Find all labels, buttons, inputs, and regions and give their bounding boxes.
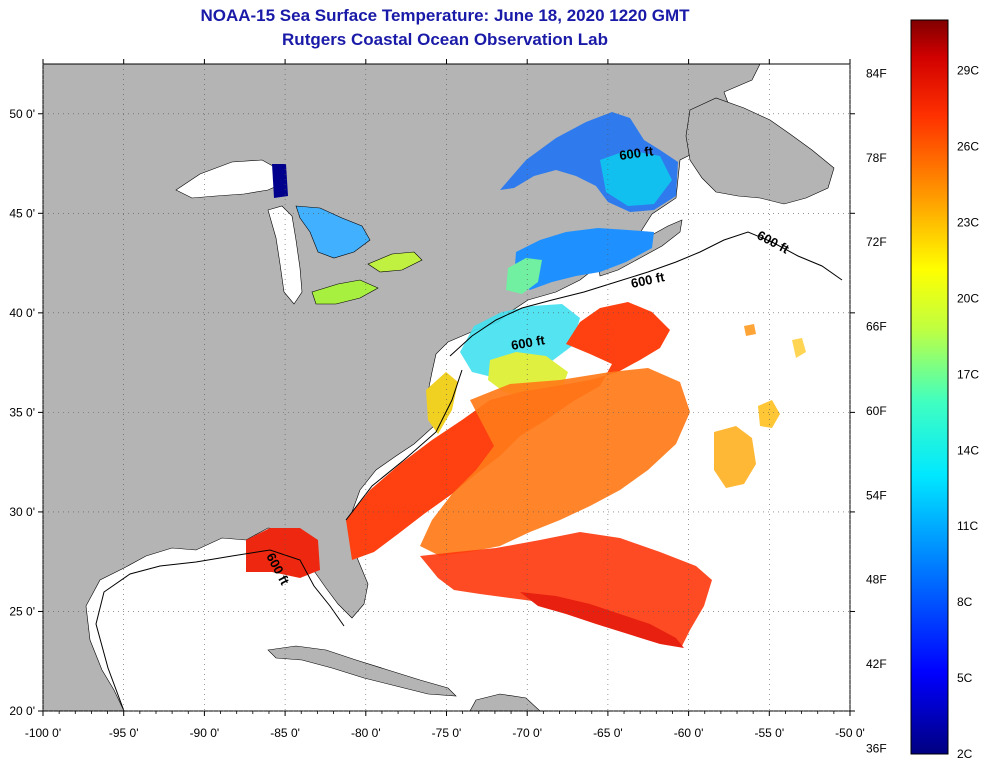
lon-tick-label: -100 0' — [25, 726, 61, 740]
lon-tick-label: -80 0' — [351, 726, 381, 740]
sst-gulf-of-mexico-patch — [246, 528, 320, 578]
colorbar-fahrenheit-labels: 84F 78F 72F 66F 60F 54F 48F 42F 36F — [866, 66, 887, 755]
isobath-label-3: 600 ft — [630, 269, 667, 291]
lat-tick-label: 50 0' — [9, 107, 35, 121]
sst-eastern-patch-1 — [714, 426, 756, 488]
colorbar-f-label: 54F — [866, 488, 887, 502]
colorbar-f-label: 48F — [866, 573, 887, 587]
lon-tick-label: -90 0' — [190, 726, 220, 740]
lon-tick-label: -65 0' — [593, 726, 623, 740]
land-cuba — [267, 645, 457, 697]
lat-tick-label: 25 0' — [9, 604, 35, 618]
sst-gulf-st-lawrence-center — [600, 150, 672, 206]
map-subtitle: Rutgers Coastal Ocean Observation Lab — [282, 30, 608, 49]
axis-ticks: -100 0' -95 0' -90 0' -85 0' -80 0' -75 0' -70… — [9, 59, 865, 740]
colorbar-celsius-labels: 29C 26C 23C 20C 17C 14C 11C 8C 5C 2C — [957, 64, 979, 761]
lon-tick-label: -95 0' — [109, 726, 139, 740]
isobath-contour-southeast — [345, 369, 463, 521]
isobath-contour-east — [449, 231, 843, 357]
lon-tick-label: -70 0' — [512, 726, 542, 740]
sst-eastern-patch-3 — [792, 338, 806, 358]
colorbar-f-label: 42F — [866, 657, 887, 671]
sst-warm-south-red — [520, 592, 684, 648]
lon-tick-label: -50 0' — [835, 726, 865, 740]
colorbar-c-label: 20C — [957, 291, 979, 305]
colorbar-c-label: 14C — [957, 443, 979, 457]
colorbar-f-label: 66F — [866, 320, 887, 334]
colorbar — [910, 19, 949, 755]
isobath-contour-gulf — [95, 549, 345, 711]
sst-sargasso-south — [420, 532, 712, 646]
sst-eastern-patch-4 — [744, 324, 756, 336]
lon-tick-label: -85 0' — [270, 726, 300, 740]
sst-gulf-of-maine — [514, 228, 654, 290]
lake-superior-east-sst — [272, 164, 288, 198]
sst-chesapeake-coast — [426, 372, 458, 434]
colorbar-c-label: 23C — [957, 215, 979, 229]
colorbar-f-label: 78F — [866, 151, 887, 165]
lon-tick-label: -75 0' — [432, 726, 462, 740]
sst-gulf-of-maine-coast — [506, 258, 542, 294]
colorbar-c-label: 17C — [957, 367, 979, 381]
colorbar-f-label: 60F — [866, 404, 887, 418]
colorbar-c-label: 5C — [957, 671, 973, 685]
colorbar-c-label: 29C — [957, 64, 979, 78]
lat-tick-label: 35 0' — [9, 405, 35, 419]
colorbar-c-label: 2C — [957, 747, 973, 761]
colorbar-c-label: 26C — [957, 140, 979, 154]
lake-huron-sst — [295, 205, 371, 259]
lake-michigan — [267, 205, 303, 305]
lake-erie-sst — [311, 279, 379, 305]
colorbar-c-label: 11C — [957, 519, 978, 533]
isobath-label-1: 600 ft — [618, 143, 654, 163]
colorbar-f-label: 36F — [866, 741, 887, 755]
lake-ontario-sst — [367, 251, 423, 273]
land-newfoundland — [685, 97, 835, 205]
isobath-label-4: 600 ft — [510, 332, 547, 353]
lat-tick-label: 45 0' — [9, 206, 35, 220]
lat-tick-label: 30 0' — [9, 505, 35, 519]
lat-tick-label: 40 0' — [9, 306, 35, 320]
colorbar-c-label: 8C — [957, 595, 973, 609]
colorbar-f-label: 72F — [866, 235, 887, 249]
sst-sargasso-orange — [420, 368, 690, 556]
lon-tick-label: -60 0' — [674, 726, 704, 740]
colorbar-f-label: 84F — [866, 66, 887, 80]
lat-tick-label: 20 0' — [9, 704, 35, 718]
map-title: NOAA-15 Sea Surface Temperature: June 18… — [200, 6, 690, 25]
lon-tick-label: -55 0' — [754, 726, 784, 740]
land-hispaniola — [469, 693, 541, 711]
